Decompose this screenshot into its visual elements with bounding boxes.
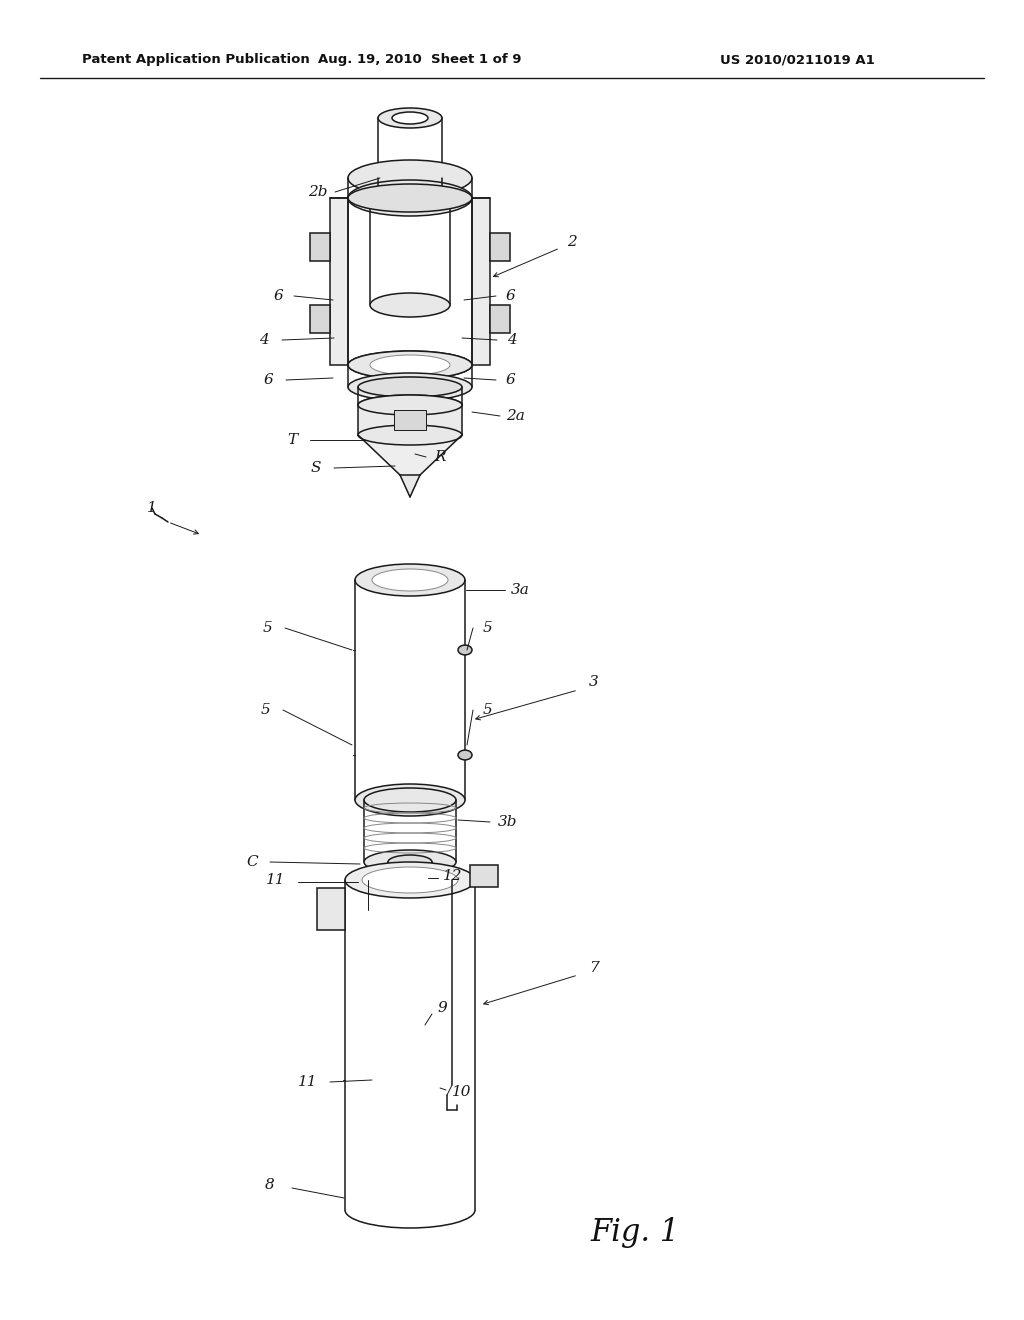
Text: 8: 8 <box>265 1177 274 1192</box>
Ellipse shape <box>370 355 450 375</box>
Ellipse shape <box>358 395 462 414</box>
Text: 5: 5 <box>483 620 493 635</box>
Text: 5: 5 <box>263 620 272 635</box>
Bar <box>470 865 498 887</box>
Ellipse shape <box>372 569 449 591</box>
Text: 12: 12 <box>443 869 463 883</box>
Ellipse shape <box>388 875 432 888</box>
Bar <box>394 411 426 430</box>
Text: 11: 11 <box>266 873 286 887</box>
Text: 4: 4 <box>507 333 517 347</box>
Ellipse shape <box>348 351 472 379</box>
Ellipse shape <box>358 425 462 445</box>
Text: Patent Application Publication: Patent Application Publication <box>82 54 309 66</box>
Ellipse shape <box>392 172 428 183</box>
Bar <box>310 305 330 333</box>
Ellipse shape <box>364 788 456 812</box>
Text: S: S <box>310 461 322 475</box>
Text: 10: 10 <box>453 1085 472 1100</box>
Text: Fig. 1: Fig. 1 <box>591 1217 680 1247</box>
Ellipse shape <box>370 293 450 317</box>
Ellipse shape <box>348 160 472 195</box>
Ellipse shape <box>348 183 472 213</box>
Bar <box>358 405 462 436</box>
Bar <box>310 234 330 261</box>
Ellipse shape <box>345 862 475 898</box>
Text: 2a: 2a <box>507 409 525 422</box>
Ellipse shape <box>388 855 432 869</box>
Text: 3b: 3b <box>499 814 518 829</box>
Text: 6: 6 <box>263 374 272 387</box>
Polygon shape <box>400 475 420 498</box>
Text: C: C <box>246 855 258 869</box>
Ellipse shape <box>458 645 472 655</box>
Text: 4: 4 <box>259 333 269 347</box>
Ellipse shape <box>355 564 465 597</box>
Bar <box>317 888 345 931</box>
Text: 3a: 3a <box>511 583 529 597</box>
Ellipse shape <box>348 351 472 379</box>
Text: 6: 6 <box>273 289 283 304</box>
Text: 1: 1 <box>147 502 157 515</box>
Text: 9: 9 <box>437 1001 446 1015</box>
Polygon shape <box>358 436 462 475</box>
Text: 7: 7 <box>589 961 599 975</box>
Ellipse shape <box>358 395 462 414</box>
Ellipse shape <box>378 108 442 128</box>
Ellipse shape <box>458 750 472 760</box>
Text: 5: 5 <box>483 704 493 717</box>
Text: R: R <box>434 450 445 465</box>
Ellipse shape <box>355 784 465 816</box>
Ellipse shape <box>348 374 472 401</box>
Text: 2b: 2b <box>308 185 328 199</box>
Ellipse shape <box>370 186 450 210</box>
Ellipse shape <box>348 180 472 216</box>
Text: 6: 6 <box>505 289 515 304</box>
Ellipse shape <box>362 867 458 894</box>
Text: US 2010/0211019 A1: US 2010/0211019 A1 <box>720 54 874 66</box>
Text: T: T <box>287 433 297 447</box>
Bar <box>490 305 510 333</box>
Ellipse shape <box>364 850 456 874</box>
Bar <box>330 198 348 366</box>
Text: 6: 6 <box>505 374 515 387</box>
Text: 5: 5 <box>261 704 271 717</box>
Ellipse shape <box>358 378 462 397</box>
Bar <box>490 234 510 261</box>
Bar <box>472 198 490 366</box>
Text: 3: 3 <box>589 675 599 689</box>
Text: Aug. 19, 2010  Sheet 1 of 9: Aug. 19, 2010 Sheet 1 of 9 <box>318 54 522 66</box>
Text: 11: 11 <box>298 1074 317 1089</box>
Ellipse shape <box>378 168 442 187</box>
Ellipse shape <box>370 378 450 397</box>
Text: 2: 2 <box>567 235 577 249</box>
Ellipse shape <box>392 112 428 124</box>
